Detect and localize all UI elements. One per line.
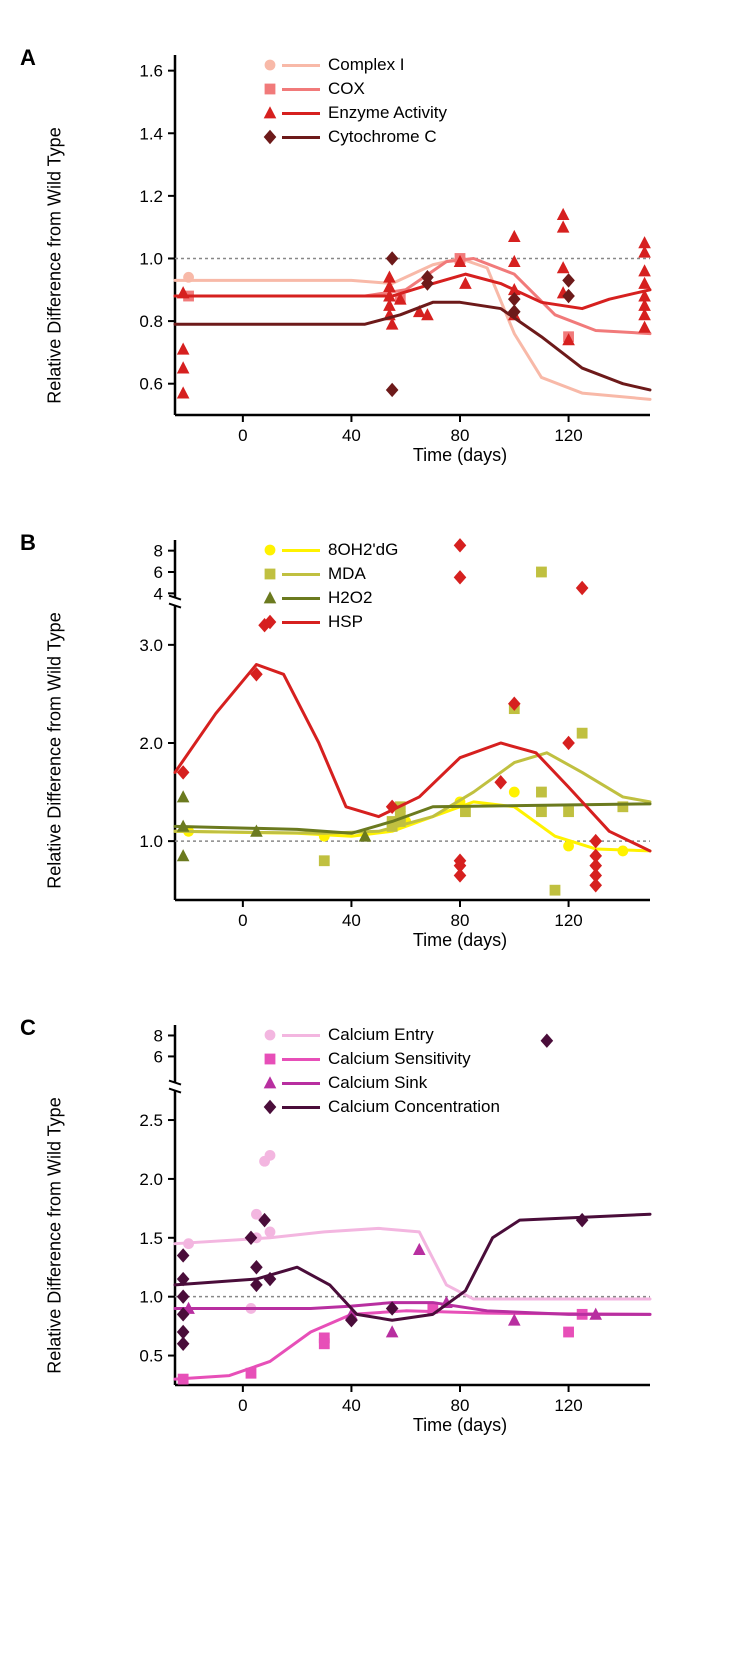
svg-text:8: 8 [154, 542, 163, 561]
legend-line [282, 112, 320, 115]
svg-text:1.4: 1.4 [139, 124, 163, 143]
svg-text:40: 40 [342, 911, 361, 930]
panelB: B Relative Difference from Wild Type 0 40 80… [20, 530, 734, 990]
svg-text:120: 120 [554, 911, 582, 930]
legend-line [282, 88, 320, 91]
svg-text:0.6: 0.6 [139, 375, 163, 394]
svg-text:0: 0 [238, 911, 247, 930]
legend-row: Calcium Sensitivity [260, 1047, 500, 1071]
svg-text:40: 40 [342, 1396, 361, 1415]
legend-row: 8OH2'dG [260, 538, 398, 562]
legend-label: Calcium Entry [328, 1025, 434, 1045]
legend-line [282, 549, 320, 552]
legend-label: Enzyme Activity [328, 103, 447, 123]
svg-text:80: 80 [451, 426, 470, 445]
legend-row: Cytochrome C [260, 125, 447, 149]
panelC: CRelative Difference from Wild Type04080… [20, 1015, 734, 1475]
svg-text:0: 0 [238, 1396, 247, 1415]
panelA-plot: 0 40 80 120 0.6 0.8 1.0 1.2 1.4 1.6 Time (days) Com… [110, 45, 734, 465]
svg-text:2.0: 2.0 [139, 1170, 163, 1189]
legend-label: Calcium Sensitivity [328, 1049, 471, 1069]
legend-line [282, 621, 320, 624]
legend-row: Complex I [260, 53, 447, 77]
panelC-label: C [20, 1015, 36, 1041]
svg-text:4: 4 [154, 584, 163, 603]
panelB-legend: 8OH2'dG MDA H2O2 HSP [260, 538, 398, 634]
panelB-ylabel: Relative Difference from Wild Type [45, 601, 66, 901]
panelC-plot: 0 40 80 120 0.5 1.0 1.5 2.0 2.5 6 8 Time (days) Calc… [110, 1015, 734, 1435]
svg-text:1.5: 1.5 [139, 1229, 163, 1248]
svg-text:6: 6 [154, 1047, 163, 1066]
svg-text:120: 120 [554, 1396, 582, 1415]
svg-text:8: 8 [154, 1026, 163, 1045]
legend-line [282, 1058, 320, 1061]
legend-line [282, 1106, 320, 1109]
svg-text:80: 80 [451, 1396, 470, 1415]
legend-row: COX [260, 77, 447, 101]
svg-text:6: 6 [154, 563, 163, 582]
svg-text:1.0: 1.0 [139, 1288, 163, 1307]
svg-text:80: 80 [451, 911, 470, 930]
svg-text:1.6: 1.6 [139, 62, 163, 81]
legend-label: Complex I [328, 55, 405, 75]
legend-label: H2O2 [328, 588, 372, 608]
svg-text:2.0: 2.0 [139, 734, 163, 753]
svg-text:1.2: 1.2 [139, 187, 163, 206]
legend-row: H2O2 [260, 586, 398, 610]
legend-line [282, 597, 320, 600]
svg-text:Time (days): Time (days) [413, 930, 507, 950]
panelA-label: A [20, 45, 36, 71]
legend-label: Cytochrome C [328, 127, 437, 147]
svg-text:120: 120 [554, 426, 582, 445]
legend-row: Enzyme Activity [260, 101, 447, 125]
legend-label: MDA [328, 564, 366, 584]
legend-line [282, 1034, 320, 1037]
svg-text:0.8: 0.8 [139, 312, 163, 331]
legend-label: 8OH2'dG [328, 540, 398, 560]
legend-row: Calcium Concentration [260, 1095, 500, 1119]
panelB-label: B [20, 530, 36, 556]
panelA-ylabel: Relative Difference from Wild Type [45, 116, 66, 416]
svg-text:Time (days): Time (days) [413, 445, 507, 465]
legend-label: HSP [328, 612, 363, 632]
legend-line [282, 573, 320, 576]
legend-row: MDA [260, 562, 398, 586]
legend-row: Calcium Sink [260, 1071, 500, 1095]
legend-line [282, 1082, 320, 1085]
legend-line [282, 136, 320, 139]
legend-row: Calcium Entry [260, 1023, 500, 1047]
legend-row: HSP [260, 610, 398, 634]
panelC-ylabel: Relative Difference from Wild Type [45, 1086, 66, 1386]
svg-text:1.0: 1.0 [139, 832, 163, 851]
panelA-legend: Complex I COX Enzyme Activity Cytochrome C [260, 53, 447, 149]
panelA: A Relative Difference from Wild Type 0 40 80… [20, 45, 734, 505]
svg-text:1.0: 1.0 [139, 249, 163, 268]
legend-label: Calcium Sink [328, 1073, 427, 1093]
panelC-legend: Calcium Entry Calcium Sensitivity Calcium … [260, 1023, 500, 1119]
legend-label: Calcium Concentration [328, 1097, 500, 1117]
legend-line [282, 64, 320, 67]
legend-label: COX [328, 79, 365, 99]
svg-text:0.5: 0.5 [139, 1347, 163, 1366]
svg-text:Time (days): Time (days) [413, 1415, 507, 1435]
svg-text:3.0: 3.0 [139, 636, 163, 655]
svg-text:40: 40 [342, 426, 361, 445]
svg-text:2.5: 2.5 [139, 1111, 163, 1130]
panelB-plot: 0 40 80 120 1.0 2.0 3.0 4 6 8 Time (days) 8OH2'dG MD… [110, 530, 734, 950]
svg-text:0: 0 [238, 426, 247, 445]
